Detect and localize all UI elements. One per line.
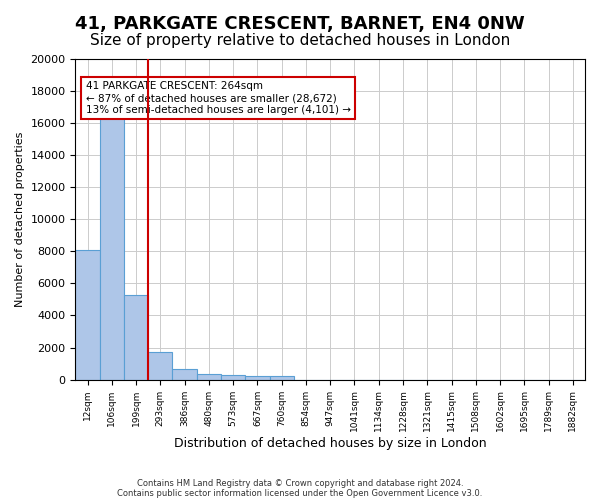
Bar xyxy=(269,376,294,380)
X-axis label: Distribution of detached houses by size in London: Distribution of detached houses by size … xyxy=(174,437,487,450)
Bar xyxy=(124,294,148,380)
Bar xyxy=(76,250,100,380)
Bar xyxy=(245,376,269,380)
Bar xyxy=(197,374,221,380)
Text: Contains public sector information licensed under the Open Government Licence v3: Contains public sector information licen… xyxy=(118,488,482,498)
Text: 41, PARKGATE CRESCENT, BARNET, EN4 0NW: 41, PARKGATE CRESCENT, BARNET, EN4 0NW xyxy=(75,15,525,33)
Text: Contains HM Land Registry data © Crown copyright and database right 2024.: Contains HM Land Registry data © Crown c… xyxy=(137,478,463,488)
Bar xyxy=(221,376,245,380)
Y-axis label: Number of detached properties: Number of detached properties xyxy=(15,132,25,307)
Bar xyxy=(100,115,124,380)
Text: 41 PARKGATE CRESCENT: 264sqm
← 87% of detached houses are smaller (28,672)
13% o: 41 PARKGATE CRESCENT: 264sqm ← 87% of de… xyxy=(86,82,350,114)
Bar xyxy=(172,369,197,380)
Text: Size of property relative to detached houses in London: Size of property relative to detached ho… xyxy=(90,32,510,48)
Bar xyxy=(148,352,172,380)
